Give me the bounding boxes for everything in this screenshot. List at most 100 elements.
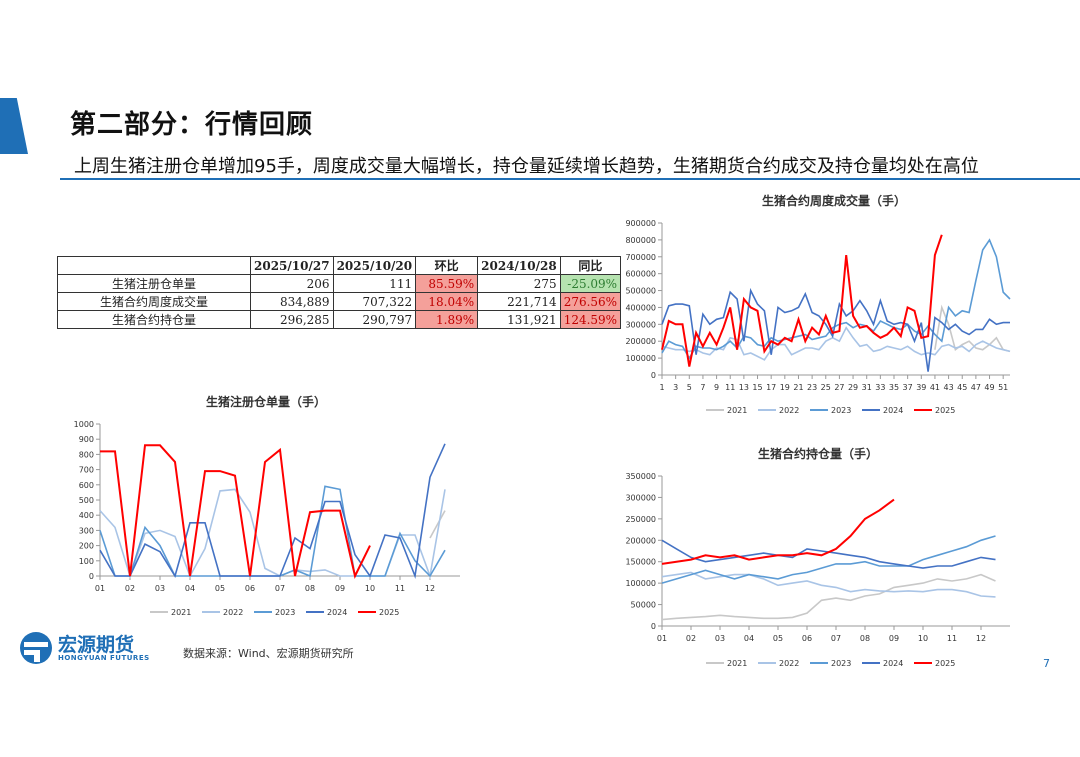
x-tick-label: 07 (275, 584, 285, 593)
table-cell: 707,322 (332, 292, 417, 311)
page-number: 7 (1043, 657, 1050, 670)
x-tick-label: 43 (943, 383, 953, 392)
x-tick-label: 05 (773, 634, 783, 643)
table-row: 生猪合约持仓量 296,285 290,797 1.89% 131,921 12… (57, 310, 622, 329)
series-line-2023 (99, 485, 446, 578)
y-tick-label: 600 (79, 481, 94, 490)
x-tick-label: 12 (976, 634, 986, 643)
legend-label-2024: 2024 (327, 608, 347, 617)
y-tick-label: 0 (651, 371, 656, 380)
table-cell: 111 (332, 274, 417, 293)
y-tick-label: 150000 (625, 558, 656, 567)
x-tick-label: 29 (848, 383, 858, 392)
x-tick-label: 08 (860, 634, 870, 643)
series-line-2024 (661, 539, 996, 569)
legend-label-2025: 2025 (935, 406, 955, 415)
logo-text-en: HONGYUAN FUTURES (58, 654, 150, 662)
table-header-cell: 2025/10/20 (332, 256, 417, 275)
table-header-cell: 2025/10/27 (250, 256, 334, 275)
x-tick-label: 06 (245, 584, 255, 593)
summary-table: 2025/10/27 2025/10/20 环比 2024/10/28 同比 生… (57, 256, 622, 329)
table-cell: 206 (250, 274, 334, 293)
y-tick-label: 350000 (625, 472, 656, 481)
x-tick-label: 13 (739, 383, 749, 392)
y-tick-label: 100000 (625, 579, 656, 588)
y-tick-label: 200 (79, 542, 94, 551)
legend-label-2023: 2023 (275, 608, 295, 617)
series-line-2025 (661, 234, 943, 367)
x-tick-label: 41 (930, 383, 940, 392)
page-subtitle: 上周生猪注册仓单增加95手，周度成交量大幅增长，持仓量延续增长趋势，生猪期货合约… (74, 156, 979, 177)
x-tick-label: 11 (395, 584, 405, 593)
company-logo: 宏源期货 HONGYUAN FUTURES (18, 628, 158, 668)
legend-label-2021: 2021 (727, 659, 747, 668)
y-tick-label: 900000 (625, 219, 656, 228)
table-cell: 290,797 (332, 310, 417, 329)
table-cell: 834,889 (250, 292, 334, 311)
x-tick-label: 10 (365, 584, 375, 593)
table-cell: 131,921 (477, 310, 561, 329)
x-tick-label: 45 (957, 383, 967, 392)
chart-open-interest: 0 50000 100000 150000 200000 250000 300000 3500… (625, 472, 1010, 668)
x-tick-label: 09 (889, 634, 899, 643)
x-tick-label: 10 (918, 634, 928, 643)
x-tick-label: 37 (903, 383, 913, 392)
y-tick-label: 500000 (625, 287, 656, 296)
y-tick-label: 300000 (625, 320, 656, 329)
y-tick-label: 250000 (625, 515, 656, 524)
legend-label-2023: 2023 (831, 659, 851, 668)
y-tick-label: 100 (79, 557, 94, 566)
table-row: 生猪注册仓单量 206 111 85.59% 275 -25.09% (57, 274, 622, 293)
table-cell: 85.59% (415, 274, 479, 293)
x-tick-label: 27 (834, 383, 844, 392)
y-tick-label: 800000 (625, 236, 656, 245)
table-cell: 221,714 (477, 292, 561, 311)
row-label: 生猪注册仓单量 (57, 274, 251, 293)
y-tick-label: 200000 (625, 536, 656, 545)
series-line-2024 (99, 443, 446, 580)
chart-title-warehouse-receipts: 生猪注册仓单量（手） (206, 395, 327, 409)
x-tick-label: 01 (657, 634, 667, 643)
data-source-note: 数据来源：Wind、宏源期货研究所 (183, 647, 354, 660)
x-tick-label: 49 (984, 383, 994, 392)
x-tick-label: 7 (700, 383, 705, 392)
table-row: 生猪合约周度成交量 834,889 707,322 18.04% 221,714… (57, 292, 622, 311)
header-divider (60, 178, 1080, 180)
x-tick-label: 09 (335, 584, 345, 593)
series-line-2022 (99, 488, 446, 580)
x-tick-label: 9 (714, 383, 719, 392)
row-label: 生猪合约持仓量 (57, 310, 251, 329)
x-tick-label: 33 (875, 383, 885, 392)
table-cell: -25.09% (559, 274, 622, 293)
series-line-2021 (661, 573, 996, 621)
x-tick-label: 15 (752, 383, 762, 392)
y-tick-label: 900 (79, 435, 94, 444)
series-line-2024 (661, 287, 1010, 372)
x-tick-label: 5 (687, 383, 692, 392)
legend-label-2022: 2022 (779, 406, 799, 415)
x-tick-label: 11 (725, 383, 735, 392)
x-tick-label: 03 (715, 634, 725, 643)
legend-label-2022: 2022 (223, 608, 243, 617)
legend-label-2023: 2023 (831, 406, 851, 415)
x-tick-label: 05 (215, 584, 225, 593)
legend-label-2024: 2024 (883, 406, 903, 415)
y-tick-label: 1000 (74, 420, 94, 429)
y-tick-label: 300 (79, 526, 94, 535)
logo-mark-icon (20, 632, 52, 664)
y-tick-label: 200000 (625, 337, 656, 346)
x-tick-label: 08 (305, 584, 315, 593)
series-line-2025 (661, 498, 895, 565)
y-tick-label: 700000 (625, 253, 656, 262)
y-tick-label: 400 (79, 511, 94, 520)
table-header-cell (57, 256, 251, 275)
y-tick-label: 800 (79, 450, 94, 459)
legend-label-2025: 2025 (935, 659, 955, 668)
x-tick-label: 01 (95, 584, 105, 593)
y-tick-label: 100000 (625, 354, 656, 363)
row-label: 生猪合约周度成交量 (57, 292, 251, 311)
chart-title-open-interest: 生猪合约持仓量（手） (758, 447, 879, 461)
y-tick-label: 300000 (625, 493, 656, 502)
table-header-row: 2025/10/27 2025/10/20 环比 2024/10/28 同比 (57, 256, 622, 275)
table-cell: 275 (477, 274, 561, 293)
